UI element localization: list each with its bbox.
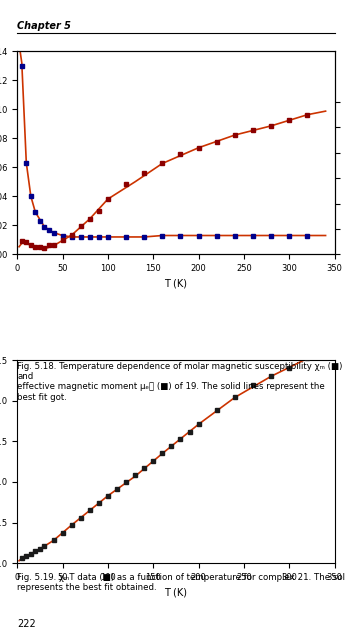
- X-axis label: T (K): T (K): [165, 588, 187, 598]
- Text: Fig. 5.18. Temperature dependence of molar magnetic susceptibility χₘ (■) and
ef: Fig. 5.18. Temperature dependence of mol…: [17, 362, 343, 402]
- X-axis label: T (K): T (K): [165, 278, 187, 289]
- Text: 222: 222: [17, 620, 36, 629]
- Text: Fig. 5.19. χₘT data (■) as a function of temperature for complex 21. The solid l: Fig. 5.19. χₘT data (■) as a function of…: [17, 573, 345, 592]
- Text: Chapter 5: Chapter 5: [17, 21, 71, 31]
